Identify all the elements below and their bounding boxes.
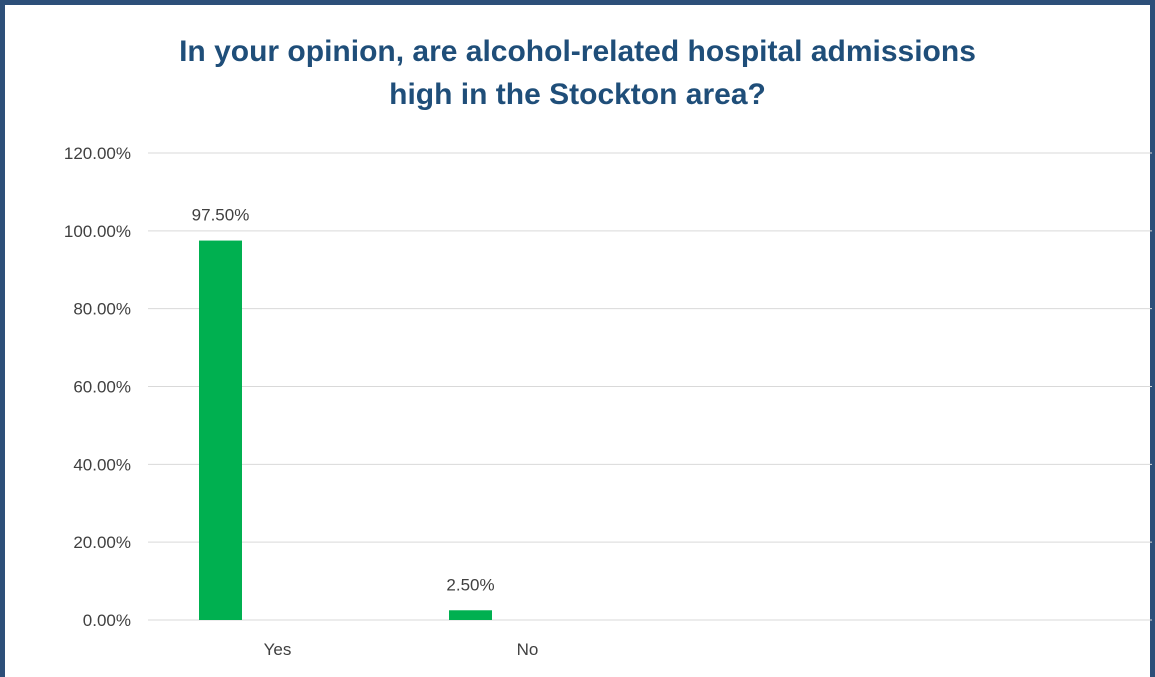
y-tick-label-5: 100.00% <box>64 222 131 241</box>
bar-yes <box>199 240 242 620</box>
y-tick-label-3: 60.00% <box>73 378 131 397</box>
chart-title-line-2: high in the Stockton area? <box>389 78 766 111</box>
y-tick-label-4: 80.00% <box>73 300 131 319</box>
y-tick-label-2: 40.00% <box>73 455 131 474</box>
data-label-no: 2.50% <box>446 575 494 594</box>
y-tick-label-1: 20.00% <box>73 533 131 552</box>
y-tick-label-6: 120.00% <box>64 144 131 163</box>
data-label-yes: 97.50% <box>192 206 250 225</box>
bar-no <box>449 610 492 620</box>
x-tick-label-no: No <box>517 640 539 659</box>
chart-title-line-1: In your opinion, are alcohol-related hos… <box>179 35 976 68</box>
chart-title: In your opinion, are alcohol-related hos… <box>0 30 1155 116</box>
x-tick-label-yes: Yes <box>264 640 292 659</box>
y-tick-label-0: 0.00% <box>83 611 131 630</box>
